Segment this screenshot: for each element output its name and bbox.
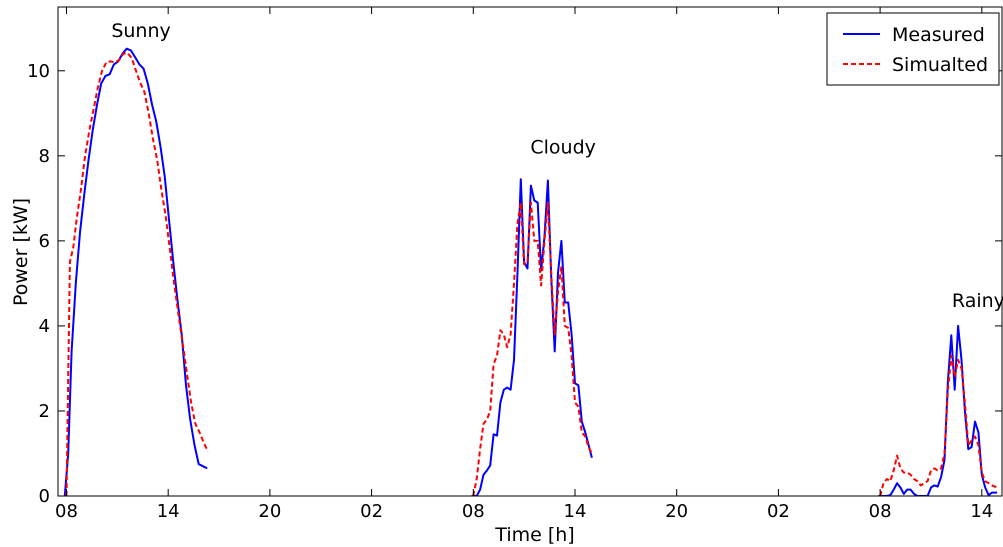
series-line-measured-3 <box>878 324 998 496</box>
x-tick-label: 14 <box>157 501 180 522</box>
legend-label-simualted: Simualted <box>892 54 988 76</box>
y-axis-title: Power [kW] <box>10 198 32 306</box>
y-tick-label: 4 <box>39 316 50 337</box>
x-tick-label: 20 <box>665 501 688 522</box>
series-line-simualted-2 <box>472 201 593 496</box>
y-tick-label: 6 <box>39 231 50 252</box>
x-tick-label: 20 <box>258 501 281 522</box>
y-tick-label: 8 <box>39 146 50 167</box>
x-tick-label: 02 <box>767 501 790 522</box>
legend-box <box>826 12 1000 86</box>
series-line-measured-2 <box>471 178 593 496</box>
annotations: Sunny Cloudy Rainy <box>111 20 1003 312</box>
annotation-cloudy: Cloudy <box>530 137 596 159</box>
x-tick-label: 14 <box>564 501 587 522</box>
y-tick-label: 0 <box>39 486 50 507</box>
y-tick-label: 10 <box>27 61 50 82</box>
series-line-measured-1 <box>63 47 208 496</box>
legend: Measured Simualted <box>826 12 1000 86</box>
x-axis-title: Time [h] <box>494 524 574 546</box>
x-tick-label: 08 <box>55 501 78 522</box>
y-tick-label: 2 <box>39 401 50 422</box>
x-tick-label: 14 <box>970 501 993 522</box>
series-layer <box>63 47 998 496</box>
x-tick-label: 08 <box>462 501 485 522</box>
series-line-simualted-3 <box>879 354 998 496</box>
series-line-simualted-1 <box>65 51 209 496</box>
legend-label-measured: Measured <box>892 24 985 46</box>
annotation-rainy: Rainy <box>952 290 1003 312</box>
x-tick-label: 02 <box>360 501 383 522</box>
x-tick-label: 08 <box>869 501 892 522</box>
annotation-sunny: Sunny <box>111 20 170 42</box>
plot-frame <box>57 6 1003 497</box>
